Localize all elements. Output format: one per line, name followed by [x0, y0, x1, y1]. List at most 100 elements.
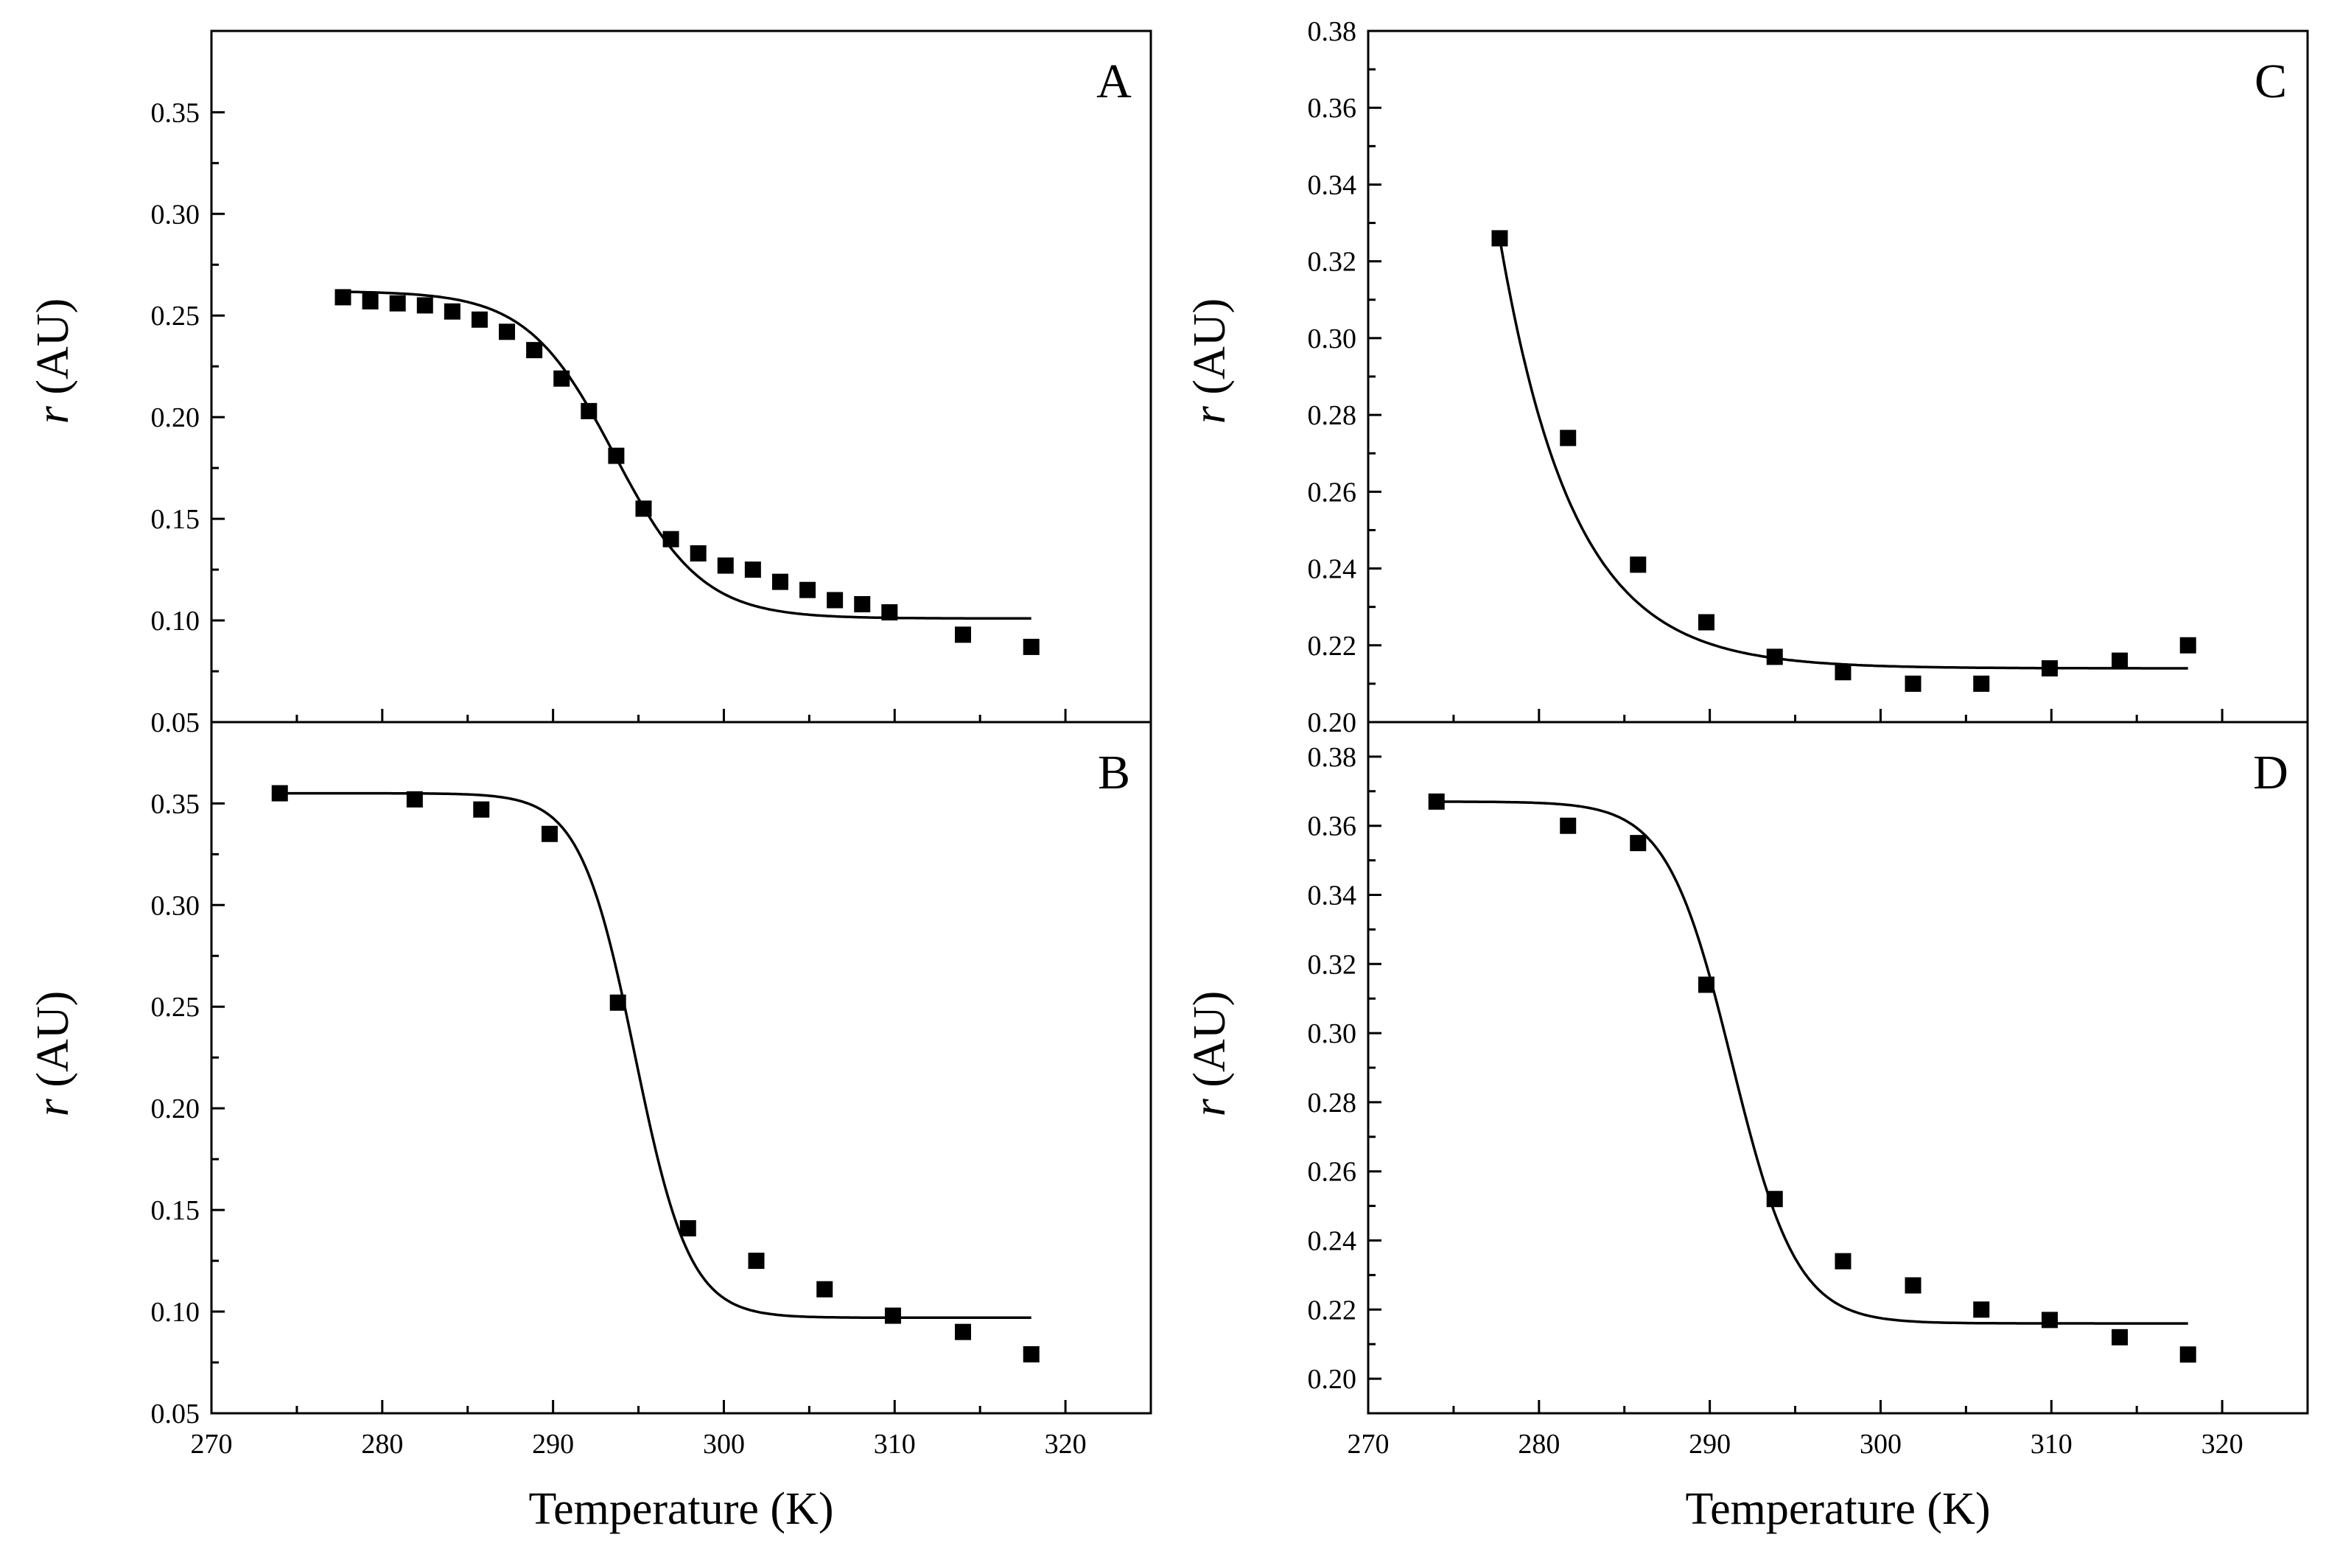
data-point: [955, 1323, 971, 1340]
fit-curve: [343, 290, 1031, 620]
data-point: [884, 1307, 901, 1324]
data-point: [2112, 1329, 2128, 1345]
x-axis-title: Temperature (K): [1686, 1484, 1991, 1534]
fit-curve: [1498, 238, 2188, 670]
data-point: [1766, 648, 1783, 665]
y-axis-title-unit: (AU): [28, 991, 78, 1099]
data-point: [2112, 652, 2128, 669]
y-tick-label: 0.38: [1308, 742, 1357, 773]
data-point: [635, 500, 652, 517]
data-point: [542, 825, 558, 842]
data-point: [1023, 638, 1040, 655]
y-tick-label: 0.36: [1308, 811, 1357, 842]
plot-frame: [210, 721, 1152, 1415]
x-axis-title: Temperature (K): [529, 1484, 834, 1534]
panel-a: 0.05 0.10 0.15 0.20 0.25 0.30 0.35 r (AU) A: [28, 29, 1152, 738]
y-axis-title-symbol: r: [1185, 1098, 1235, 1116]
data-point: [799, 581, 816, 598]
plot-frame: [1367, 721, 2309, 1415]
data-point: [2041, 660, 2058, 677]
y-axis-title-symbol: r: [1185, 405, 1235, 424]
y-tick-label: 0.30: [1308, 323, 1357, 354]
data-point: [1630, 835, 1647, 852]
x-tick-label: 320: [2201, 1429, 2243, 1460]
data-point: [416, 297, 433, 314]
y-tick-label: 0.20: [151, 1093, 200, 1124]
y-tick-label: 0.38: [1308, 16, 1357, 47]
data-point: [1698, 976, 1714, 993]
panel-letter: A: [1096, 55, 1132, 108]
y-tick-label: 0.35: [151, 97, 200, 128]
y-axis-title-unit: (AU): [1185, 991, 1235, 1099]
data-point: [854, 595, 871, 612]
data-point: [499, 323, 516, 340]
data-point: [881, 604, 898, 621]
y-tick-label: 0.22: [1308, 1295, 1357, 1326]
data-point: [690, 545, 707, 562]
y-tick-label: 0.15: [151, 504, 200, 535]
y-tick-label: 0.24: [1308, 1226, 1357, 1257]
y-tick-label: 0.20: [1308, 1364, 1357, 1395]
data-point: [1428, 793, 1445, 810]
data-point: [1023, 1345, 1040, 1362]
data-point: [1560, 817, 1577, 834]
data-point: [2179, 1346, 2196, 1363]
y-tick-label: 0.24: [1308, 554, 1357, 585]
y-axis-title: r (AU): [28, 298, 78, 424]
data-point: [406, 791, 423, 808]
data-point: [608, 447, 625, 464]
y-tick-label: 0.34: [1308, 881, 1357, 911]
data-point: [1491, 230, 1508, 247]
y-tick-label: 0.05: [151, 707, 200, 738]
data-point: [444, 303, 460, 320]
data-point: [1973, 675, 1990, 692]
data-point: [1766, 1191, 1783, 1208]
y-axis-title: r (AU): [1185, 298, 1235, 424]
data-point: [473, 801, 490, 818]
y-axis-title: r (AU): [28, 991, 78, 1116]
panel-c: 0.20 0.22 0.24 0.26 0.28 0.30 0.32 0.34 0.36 0.38…: [1185, 16, 2309, 738]
y-tick-label: 0.25: [151, 992, 200, 1023]
y-axis-title-unit: (AU): [28, 298, 78, 406]
y-axis-title-symbol: r: [28, 405, 78, 424]
data-point: [471, 311, 488, 328]
data-point: [362, 293, 379, 309]
x-tick-label: 270: [1348, 1429, 1390, 1460]
data-point: [553, 370, 570, 387]
x-tick-label: 320: [1045, 1429, 1087, 1460]
y-axis-title-symbol: r: [28, 1098, 78, 1116]
y-tick-label: 0.35: [151, 788, 200, 819]
fit-curve: [1436, 800, 2188, 1325]
y-tick-label: 0.28: [1308, 400, 1357, 431]
x-tick-label: 310: [874, 1429, 916, 1460]
y-tick-label: 0.20: [1308, 707, 1357, 738]
y-axis-title-unit: (AU): [1185, 298, 1235, 406]
panel-letter: C: [2255, 55, 2287, 108]
x-tick-label: 300: [1860, 1429, 1902, 1460]
y-tick-label: 0.25: [151, 301, 200, 332]
data-point: [662, 531, 679, 547]
y-tick-label: 0.32: [1308, 949, 1357, 980]
panel-letter: D: [2253, 746, 2288, 799]
panel-letter: B: [1098, 746, 1130, 799]
x-tick-label: 270: [191, 1429, 233, 1460]
data-point: [1835, 1253, 1852, 1270]
data-point: [771, 573, 788, 590]
y-tick-label: 0.05: [151, 1399, 200, 1429]
data-point: [955, 626, 971, 643]
data-point: [271, 785, 288, 802]
y-tick-label: 0.15: [151, 1195, 200, 1226]
data-point: [1698, 614, 1714, 631]
data-point: [334, 289, 351, 306]
data-point: [748, 1253, 765, 1270]
x-tick-label: 290: [532, 1429, 574, 1460]
plot-frame: [1367, 29, 2309, 724]
x-tick-label: 280: [361, 1429, 403, 1460]
data-point: [609, 994, 626, 1011]
panel-b: 0.05 0.10 0.15 0.20 0.25 0.30 0.35 270 280 290 300…: [28, 721, 1152, 1534]
y-tick-label: 0.28: [1308, 1088, 1357, 1119]
y-tick-label: 0.22: [1308, 631, 1357, 662]
y-tick-label: 0.32: [1308, 247, 1357, 278]
x-tick-label: 300: [703, 1429, 745, 1460]
y-tick-label: 0.20: [151, 402, 200, 433]
